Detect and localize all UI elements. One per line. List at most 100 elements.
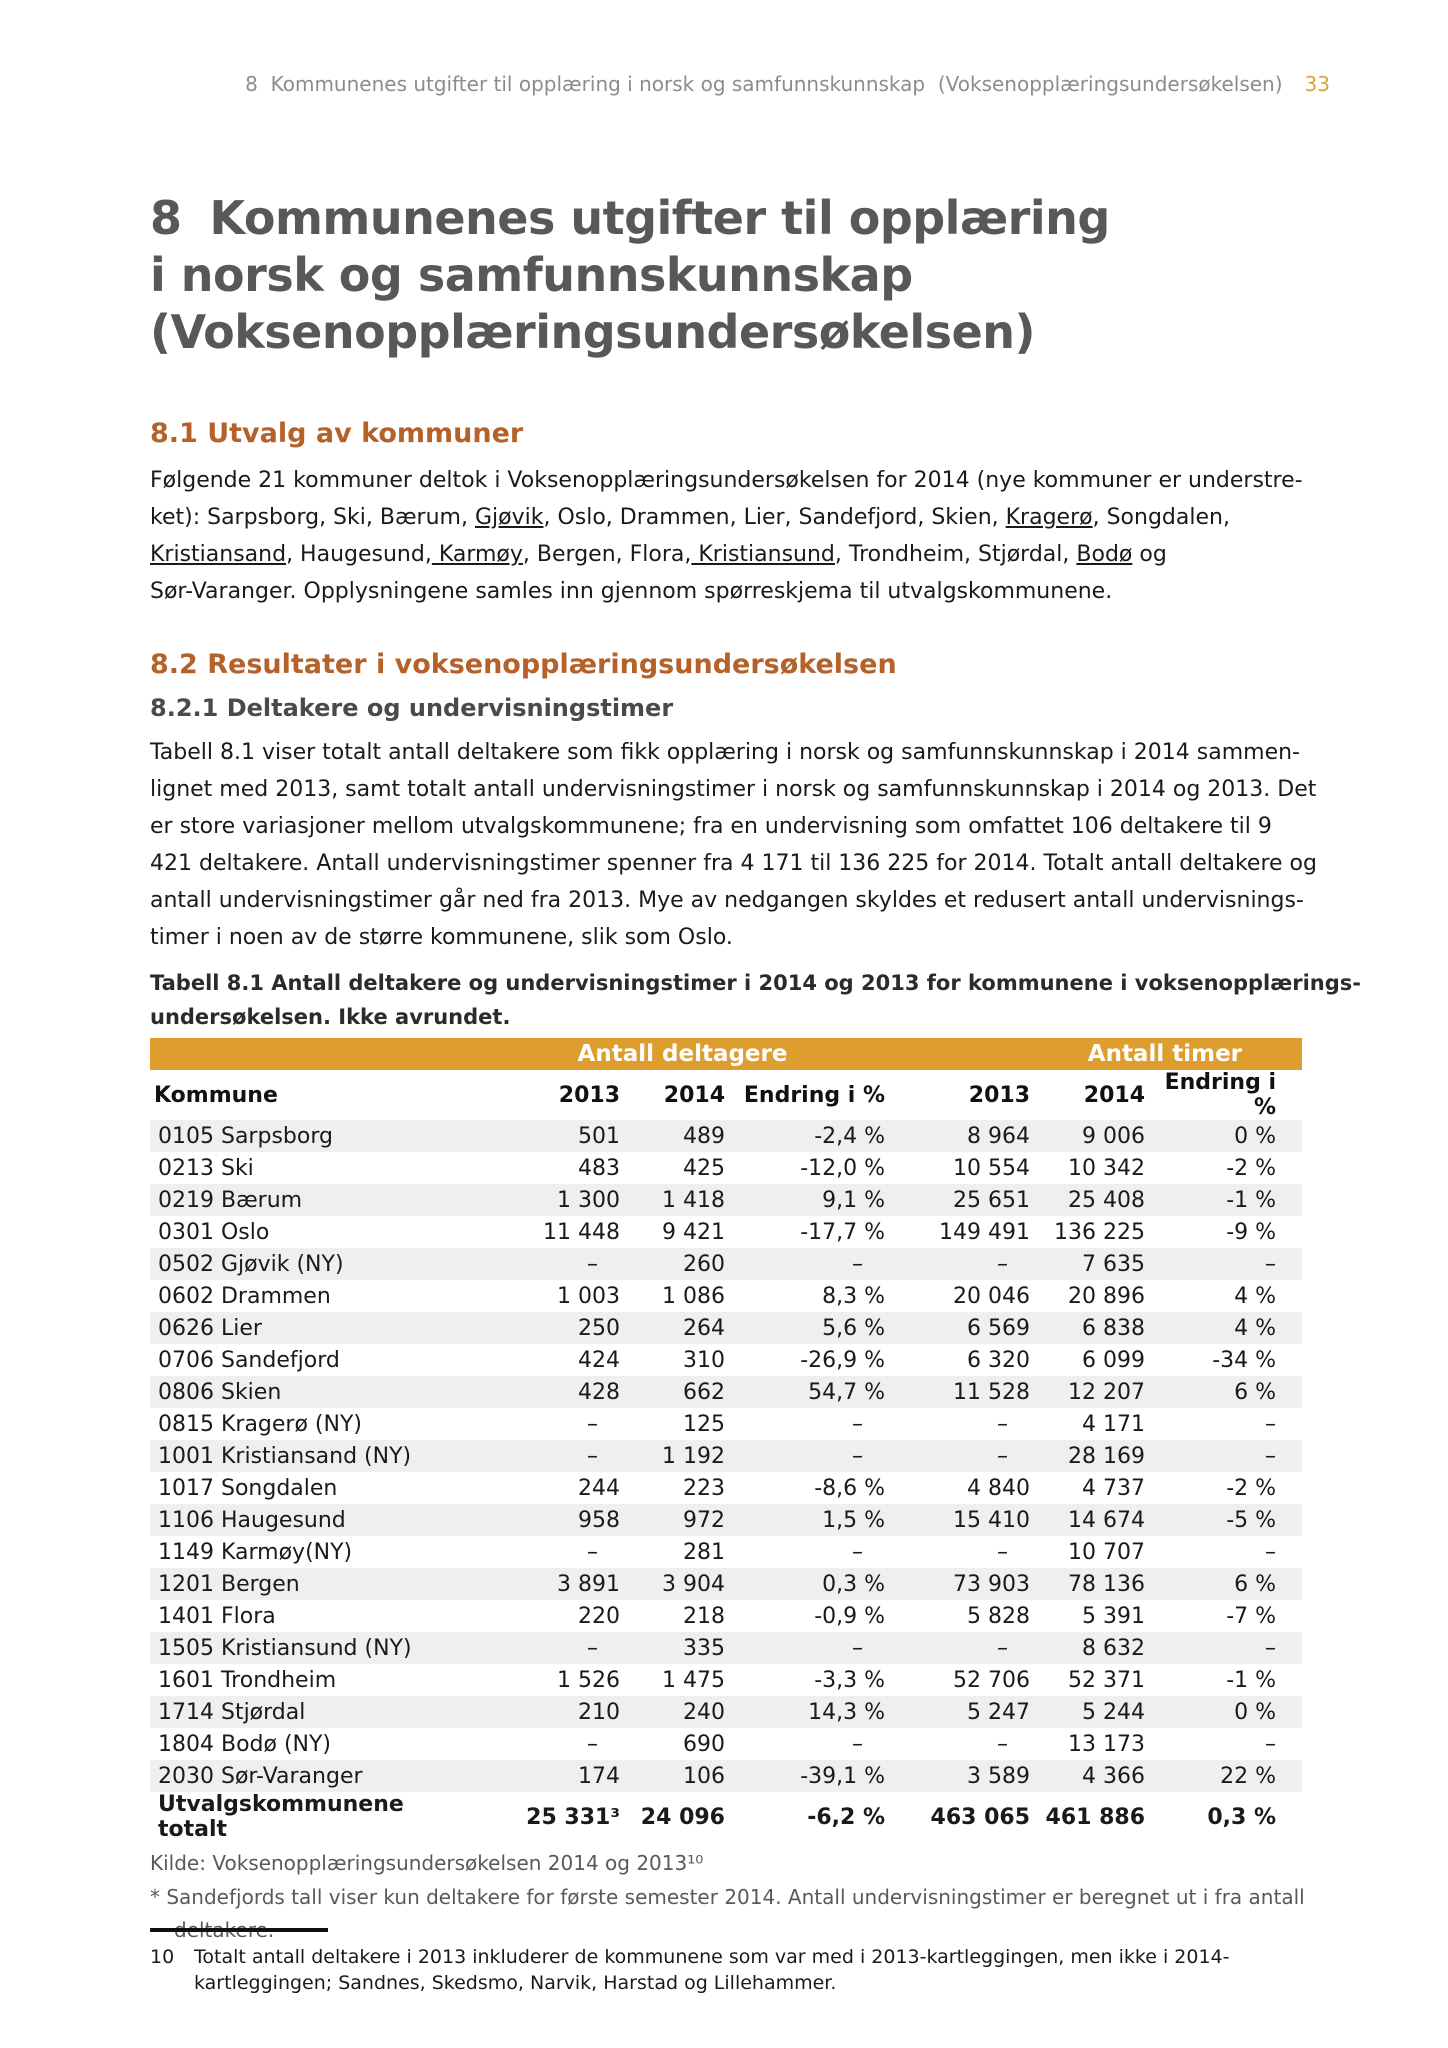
table-row: 2030 Sør-Varanger 174 106 -39,1 % 3 589 4 366… bbox=[150, 1760, 1303, 1792]
table-cell: 136 225 bbox=[1054, 1219, 1146, 1245]
table-row: 0301 Oslo 11 448 9 421 -17,7 % 149 491 136 22… bbox=[150, 1216, 1302, 1248]
table-cell: – bbox=[1145, 1248, 1303, 1280]
running-header: 8 Kommunenes utgifter til opplæring i no… bbox=[150, 72, 1330, 96]
chapter-number: 8 bbox=[150, 191, 182, 245]
table-cell: 210 bbox=[480, 1696, 620, 1728]
table-cell: – bbox=[852, 1411, 864, 1437]
table-cell: 0,3 % bbox=[1207, 1804, 1277, 1830]
table-cell: 260 bbox=[620, 1248, 725, 1280]
footnote-10: 10 Totalt antall deltakere i 2013 inklud… bbox=[150, 1944, 1350, 1996]
text-line: Tabell 8.1 viser totalt antall deltakere… bbox=[150, 740, 1300, 765]
table-cell: 218 bbox=[683, 1603, 725, 1629]
table-cell: 8 632 bbox=[1030, 1632, 1146, 1664]
group-header-deltagere: Antall deltagere bbox=[480, 1038, 886, 1070]
table-cell: -1 % bbox=[1145, 1184, 1303, 1216]
table-cell: – bbox=[1145, 1632, 1303, 1664]
table-cell: -34 % bbox=[1212, 1347, 1277, 1373]
text-line: Sør-Varanger. Opplysningene samles inn g… bbox=[150, 579, 1113, 604]
table-cell: 5,6 % bbox=[725, 1312, 886, 1344]
table-cell: – bbox=[997, 1731, 1009, 1757]
table-cell: -8,6 % bbox=[814, 1475, 886, 1501]
chapter-title-text: Kommunenes utgifter til opplæring bbox=[209, 191, 1111, 245]
chapter-title-line-2: i norsk og samfunnskunnskap bbox=[150, 248, 913, 302]
table-cell: 4 % bbox=[1234, 1283, 1277, 1309]
table-cell: 78 136 bbox=[1030, 1568, 1146, 1600]
table-row: 1001 Kristiansand (NY) –1 192– –28 169– bbox=[150, 1440, 1303, 1472]
table-cell: 9 421 bbox=[662, 1219, 725, 1245]
table-cell: 4 737 bbox=[1082, 1475, 1146, 1501]
text-line: er store variasjoner mellom utvalgskommu… bbox=[150, 814, 1272, 839]
table-cell: 52 371 bbox=[1068, 1667, 1146, 1693]
table-cell: – bbox=[480, 1440, 620, 1472]
table-cell: – bbox=[885, 1440, 1031, 1472]
table-cell: – bbox=[587, 1731, 598, 1757]
table-cell: – bbox=[725, 1248, 886, 1280]
table-cell: 3 891 bbox=[480, 1568, 620, 1600]
table-row: 0219 Bærum 1 300 1 418 9,1 % 25 651 25 408 -1 … bbox=[150, 1184, 1303, 1216]
section-8-1-paragraph: Følgende 21 kommuner deltok i Voksenoppl… bbox=[150, 462, 1350, 610]
text-line: antall undervisningstimer går ned fra 20… bbox=[150, 888, 1304, 913]
table-cell: 10 554 bbox=[953, 1155, 1031, 1181]
table-cell: -1 % bbox=[1226, 1667, 1277, 1693]
table-cell: – bbox=[852, 1539, 864, 1565]
table-cell: 54,7 % bbox=[725, 1376, 886, 1408]
table-cell: 6 838 bbox=[1030, 1312, 1146, 1344]
table-cell: 25 408 bbox=[1030, 1184, 1146, 1216]
table-cell: -5 % bbox=[1145, 1504, 1303, 1536]
page-content: 8 Kommunenes utgifter til opplæring i nor… bbox=[150, 0, 1361, 1994]
table-cell: 14 674 bbox=[1030, 1504, 1146, 1536]
table-cell: 14,3 % bbox=[725, 1696, 886, 1728]
table-cell: 220 bbox=[578, 1603, 620, 1629]
section-8-1-heading: 8.1 Utvalg av kommuner bbox=[150, 418, 524, 449]
table-row: 1601 Trondheim 1 526 1 475 -3,3 % 52 706 52 3… bbox=[150, 1664, 1302, 1696]
table-cell: 0602 Drammen bbox=[158, 1283, 331, 1309]
table-cell: 0626 Lier bbox=[150, 1312, 480, 1344]
table-cell: – bbox=[587, 1411, 598, 1437]
table-row: 1505 Kristiansund (NY) –335– –8 632– bbox=[150, 1632, 1303, 1664]
table-cell: 690 bbox=[683, 1731, 725, 1757]
table-8-1: Antall deltagere Antall timer Kommune 20… bbox=[150, 1038, 1303, 1842]
group-header-spacer bbox=[150, 1038, 480, 1070]
table-cell: 9,1 % bbox=[725, 1184, 886, 1216]
table-cell: 10 342 bbox=[1068, 1155, 1146, 1181]
table-cell: 4 366 bbox=[1030, 1760, 1146, 1792]
table-cell: 52 706 bbox=[953, 1667, 1031, 1693]
table-cell: 6 320 bbox=[967, 1347, 1031, 1373]
text-line: Kristiansand, Haugesund, Karmøy, Bergen,… bbox=[150, 542, 1167, 567]
table-row: 1201 Bergen 3 891 3 904 0,3 % 73 903 78 136 6 … bbox=[150, 1568, 1303, 1600]
table-cell: -9 % bbox=[1226, 1219, 1277, 1245]
table-cell: 310 bbox=[683, 1347, 725, 1373]
table-row: 1714 Stjørdal 210 240 14,3 % 5 247 5 244 0 % bbox=[150, 1696, 1303, 1728]
footnote-rule bbox=[150, 1928, 328, 1932]
table-cell: – bbox=[480, 1632, 620, 1664]
column-header-deltagere-endring: Endring i % bbox=[743, 1082, 886, 1108]
table-cell: 0706 Sandefjord bbox=[158, 1347, 340, 1373]
table-cell: 0301 Oslo bbox=[158, 1219, 270, 1245]
table-cell: -0,9 % bbox=[814, 1603, 886, 1629]
table-cell: 1001 Kristiansand (NY) bbox=[150, 1440, 480, 1472]
table-cell: 6 % bbox=[1145, 1376, 1303, 1408]
table-cell: – bbox=[1265, 1411, 1277, 1437]
table-cell: Utvalgskommunene totalt bbox=[158, 1792, 404, 1842]
table-cell: 106 bbox=[620, 1760, 725, 1792]
table-cell: 461 886 bbox=[1045, 1804, 1146, 1830]
table-cell: 1 192 bbox=[620, 1440, 725, 1472]
table-cell: 5 247 bbox=[885, 1696, 1031, 1728]
text-line: timer i noen av de større kommunene, sli… bbox=[150, 925, 733, 950]
table-cell: 5 391 bbox=[1082, 1603, 1146, 1629]
table-cell: 489 bbox=[620, 1120, 725, 1152]
table-cell: 1 475 bbox=[662, 1667, 725, 1693]
table-cell: – bbox=[885, 1248, 1031, 1280]
table-cell: 20 896 bbox=[1068, 1283, 1146, 1309]
table-cell: -3,3 % bbox=[814, 1667, 886, 1693]
table-cell: 1,5 % bbox=[725, 1504, 886, 1536]
table-cell: 223 bbox=[683, 1475, 725, 1501]
table-cell: -2 % bbox=[1226, 1155, 1277, 1181]
table-cell: 0 % bbox=[1145, 1120, 1303, 1152]
table-cell: 0806 Skien bbox=[150, 1376, 480, 1408]
chapter-title: 8 Kommunenes utgifter til opplæring i nor… bbox=[150, 190, 1350, 361]
column-header-deltagere-2014: 2014 bbox=[663, 1082, 725, 1108]
table-cell: 1401 Flora bbox=[158, 1603, 276, 1629]
table-row: 0213 Ski 483 425 -12,0 % 10 554 10 342 -2 % bbox=[150, 1152, 1302, 1184]
table-cell: – bbox=[997, 1539, 1009, 1565]
